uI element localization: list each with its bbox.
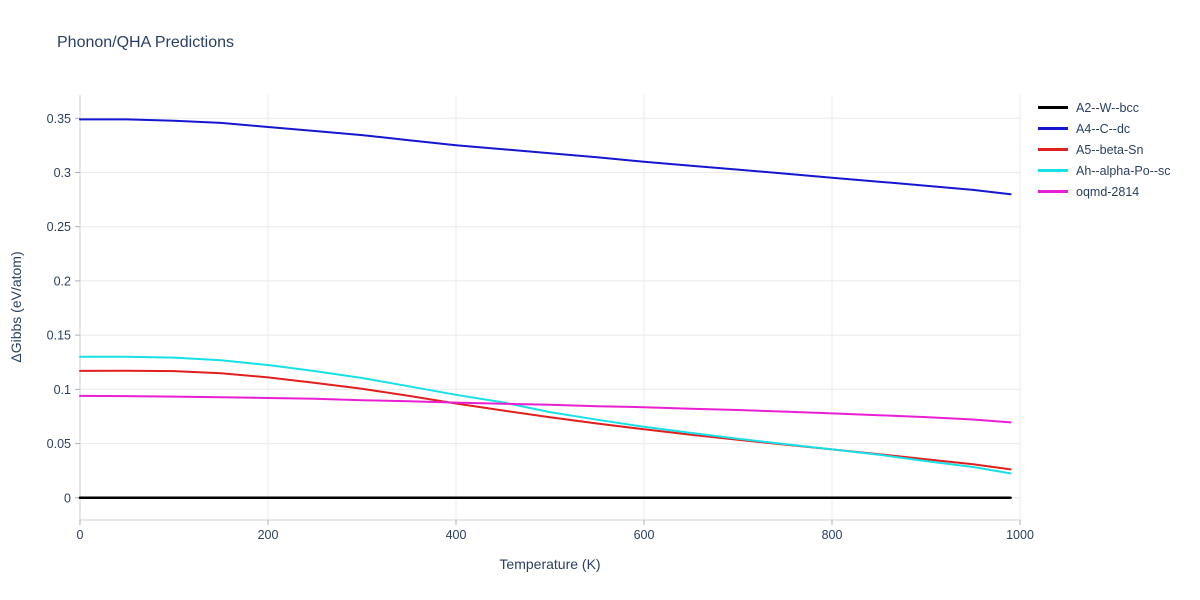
x-tick-label: 400 [446,528,467,542]
y-tick-label: 0.15 [47,329,71,343]
y-tick-label: 0.25 [47,220,71,234]
legend-swatch [1038,127,1068,130]
series-line-Ah--alpha-Po--sc[interactable] [79,355,1012,475]
legend-swatch [1038,106,1068,109]
x-tick-label: 800 [822,528,843,542]
legend-swatch [1038,190,1068,193]
legend-item-A2--W--bcc[interactable]: A2--W--bcc [1038,99,1170,116]
x-axis-title: Temperature (K) [499,556,601,572]
legend-item-A5--beta-Sn[interactable]: A5--beta-Sn [1038,141,1170,158]
y-tick-label: 0.2 [54,274,71,288]
legend: A2--W--bcc A4--C--dc A5--beta-Sn Ah--alpha-… [1038,99,1170,200]
x-tick-label: 600 [634,528,655,542]
x-tick-label: 1000 [1006,528,1034,542]
legend-swatch [1038,148,1068,151]
x-tick-label: 0 [77,528,84,542]
legend-label: oqmd-2814 [1076,184,1140,199]
series-line-oqmd-2814[interactable] [79,394,1012,424]
chart-title: Phonon/QHA Predictions [57,34,234,51]
x-tick-label: 200 [258,528,279,542]
legend-label: Ah--alpha-Po--sc [1076,163,1171,178]
y-tick-label: 0 [64,491,71,505]
series-line-A4--C--dc[interactable] [79,118,1012,196]
y-tick-label: 0.1 [54,383,71,397]
legend-swatch [1038,169,1068,172]
y-axis-title: ΔGibbs (eV/atom) [8,251,24,363]
y-tick-label: 0.35 [47,112,71,126]
legend-label: A2--W--bcc [1076,100,1139,115]
legend-item-A4--C--dc[interactable]: A4--C--dc [1038,120,1170,137]
y-tick-label: 0.3 [54,166,71,180]
legend-label: A5--beta-Sn [1076,142,1144,157]
legend-label: A4--C--dc [1076,121,1131,136]
y-tick-label: 0.05 [47,437,71,451]
legend-item-oqmd-2814[interactable]: oqmd-2814 [1038,183,1170,200]
legend-item-Ah--alpha-Po--sc[interactable]: Ah--alpha-Po--sc [1038,162,1170,179]
